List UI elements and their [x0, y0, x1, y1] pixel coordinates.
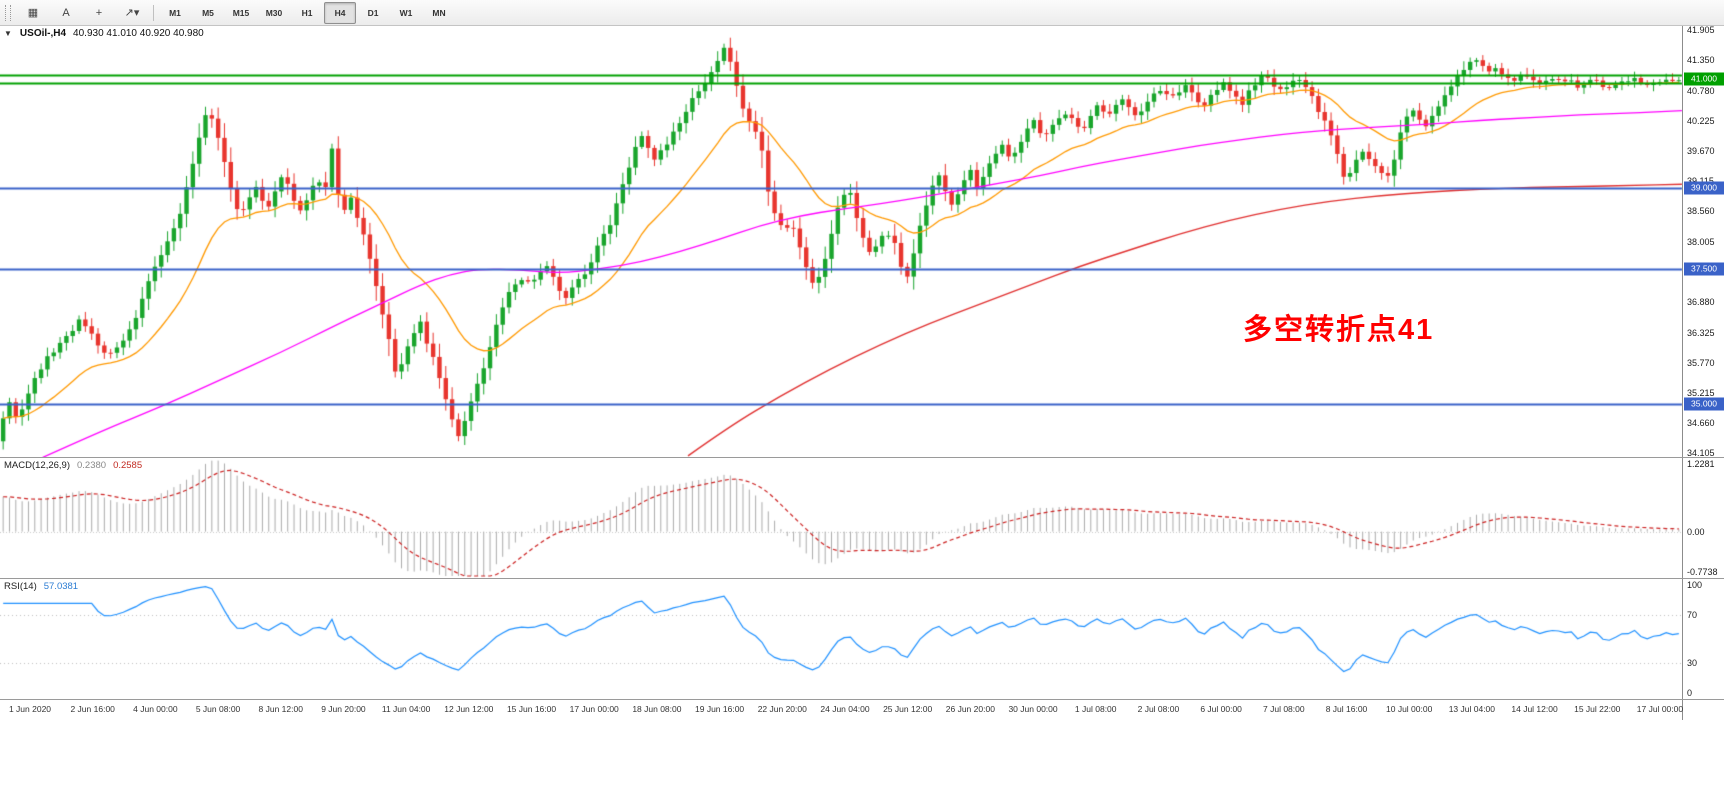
time-axis-label: 6 Jul 00:00: [1200, 704, 1242, 714]
price-badge: 35.000: [1684, 397, 1724, 411]
price-axis-divider: [1682, 26, 1683, 720]
time-axis-label: 5 Jun 08:00: [195, 704, 241, 714]
price-axis-label: 35.215: [1687, 387, 1715, 398]
price-axis-label: 36.880: [1687, 297, 1715, 308]
rsi-axis-label: 30: [1687, 658, 1698, 668]
price-axis-label: 38.560: [1687, 206, 1715, 217]
time-axis-label: 22 Jun 20:00: [757, 704, 807, 714]
macd-axis-label: -0.7738: [1687, 567, 1718, 577]
time-axis-label: 8 Jun 12:00: [258, 704, 303, 714]
price-axis-label: 38.005: [1687, 236, 1715, 247]
rsi-axis-label: 70: [1687, 610, 1698, 620]
price-axis-label: 41.350: [1687, 55, 1715, 66]
time-axis-label: 2 Jul 08:00: [1137, 704, 1180, 714]
price-chart-canvas[interactable]: [0, 26, 1724, 457]
time-axis-label: 11 Jun 04:00: [381, 704, 431, 714]
timeframe-m5-button[interactable]: M5: [202, 7, 214, 18]
rsi-axis-label: 0: [1687, 688, 1693, 698]
macd-title: MACD(12,26,9) 0.2380 0.2585: [4, 460, 142, 471]
timeframe-m30-button[interactable]: M30: [265, 7, 283, 18]
panel-separator[interactable]: [0, 699, 1724, 700]
timeframe-m15-button[interactable]: M15: [232, 7, 250, 18]
price-axis-label: 41.905: [1687, 25, 1715, 36]
panel-separator[interactable]: [0, 457, 1724, 458]
macd-main-value: 0.2380: [77, 460, 107, 471]
main-chart-panel: ▼ USOil-,H4 40.930 41.010 40.920 40.980 …: [0, 26, 1724, 457]
price-axis-label: 40.225: [1687, 116, 1715, 127]
chart-title: ▼ USOil-,H4 40.930 41.010 40.920 40.980: [4, 28, 204, 39]
price-badge: 37.500: [1684, 262, 1724, 276]
time-axis-label: 8 Jul 16:00: [1325, 704, 1368, 714]
price-axis-label: 40.780: [1687, 86, 1715, 97]
price-axis-label: 34.105: [1687, 447, 1715, 458]
toolbar: ▦ A + ↗▾ M1 M5 M15 M30 H1 H4 D1 W1 MN: [0, 0, 1724, 26]
panel-separator[interactable]: [0, 578, 1724, 579]
time-axis-label: 18 Jun 08:00: [632, 704, 682, 714]
price-axis-label: 39.670: [1687, 146, 1715, 157]
macd-label: MACD(12,26,9): [4, 460, 70, 471]
time-axis-label: 15 Jun 16:00: [506, 704, 557, 714]
timeframe-h1-button[interactable]: H1: [301, 7, 313, 18]
time-axis-label: 1 Jul 08:00: [1074, 704, 1117, 714]
timeframe-d1-button[interactable]: D1: [367, 7, 379, 18]
time-axis-label: 17 Jul 00:00: [1636, 704, 1684, 714]
time-axis-label: 30 Jun 00:00: [1008, 704, 1058, 714]
arrow-objects-button[interactable]: ↗▾: [124, 7, 140, 19]
time-axis-label: 4 Jun 00:00: [133, 704, 178, 714]
rsi-label: RSI(14): [4, 581, 37, 592]
timeframe-mn-button[interactable]: MN: [432, 7, 446, 18]
timeframe-w1-button[interactable]: W1: [399, 7, 413, 18]
price-badge: 41.000: [1684, 72, 1724, 86]
time-axis-label: 26 Jun 20:00: [945, 704, 995, 714]
drawing-tools-group: ▦ A + ↗▾: [17, 2, 148, 24]
time-axis-label: 12 Jun 12:00: [444, 704, 494, 714]
time-axis-label: 2 Jun 16:00: [70, 704, 115, 714]
time-axis-label: 9 Jun 20:00: [321, 704, 366, 714]
time-axis-label: 1 Jun 2020: [8, 704, 52, 714]
rsi-title: RSI(14) 57.0381: [4, 581, 78, 592]
timeframe-h4-button[interactable]: H4: [324, 1, 356, 24]
price-badge: 39.000: [1684, 181, 1724, 195]
crosshair-button[interactable]: +: [95, 6, 103, 19]
rsi-value: 57.0381: [43, 581, 79, 592]
rsi-axis-label: 100: [1687, 580, 1703, 590]
macd-signal-value: 0.2585: [113, 460, 143, 471]
rsi-panel: RSI(14) 57.0381: [0, 579, 1724, 699]
time-axis-label: 24 Jun 04:00: [820, 704, 870, 714]
macd-panel: MACD(12,26,9) 0.2380 0.2585: [0, 458, 1724, 578]
timeframe-m1-button[interactable]: M1: [169, 7, 181, 18]
time-axis-label: 19 Jun 16:00: [695, 704, 745, 714]
price-axis-label: 34.660: [1687, 417, 1715, 428]
chart-annotation[interactable]: 多空转折点41: [1243, 314, 1435, 346]
macd-canvas[interactable]: [0, 458, 1724, 578]
price-axis-label: 35.770: [1687, 357, 1715, 368]
timeframe-buttons-group: M1 M5 M15 M30 H1 H4 D1 W1 MN: [159, 1, 455, 24]
collapse-arrow-icon[interactable]: ▼: [4, 29, 12, 38]
rsi-canvas[interactable]: [0, 579, 1724, 699]
price-axis-label: 36.325: [1687, 327, 1715, 338]
time-axis-label: 15 Jul 22:00: [1574, 704, 1621, 714]
chart-window-button[interactable]: ▦: [27, 7, 39, 19]
time-axis-label: 17 Jun 00:00: [569, 704, 619, 714]
toolbar-separator: [153, 4, 154, 21]
chart-ohlc-values: 40.930 41.010 40.920 40.980: [73, 28, 204, 39]
time-axis-label: 14 Jul 12:00: [1511, 704, 1558, 714]
chart-symbol: USOil-,H4: [19, 28, 67, 39]
time-axis-label: 25 Jun 12:00: [883, 704, 933, 714]
time-axis-label: 10 Jul 00:00: [1386, 704, 1433, 714]
text-label-button[interactable]: A: [62, 6, 70, 19]
time-axis-label: 13 Jul 04:00: [1448, 704, 1496, 714]
toolbar-grip[interactable]: [5, 4, 11, 21]
time-axis-label: 7 Jul 08:00: [1263, 704, 1305, 714]
macd-axis-label: 1.2281: [1687, 459, 1715, 469]
macd-axis-label: 0.00: [1687, 526, 1705, 537]
